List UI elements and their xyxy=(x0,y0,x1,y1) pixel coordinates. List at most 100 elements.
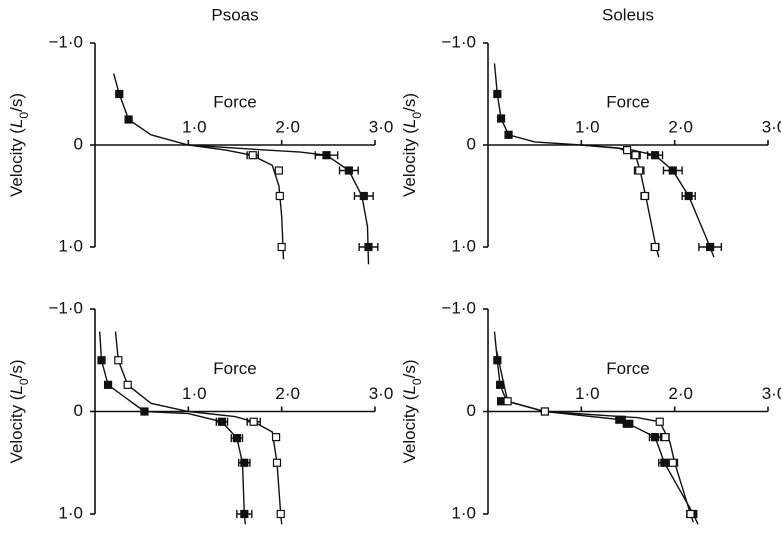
data-point xyxy=(240,509,249,519)
y-axis-label: Velocity (L0/s) xyxy=(400,93,424,197)
data-point xyxy=(622,146,632,155)
data-point xyxy=(650,242,660,252)
data-point xyxy=(635,166,644,175)
fit-curve xyxy=(114,331,283,525)
y-tick-label: 0 xyxy=(74,134,83,153)
y-tick-label: 0 xyxy=(467,401,476,420)
x-tick-label: 3·0 xyxy=(369,117,394,136)
y-tick-label: 1·0 xyxy=(451,236,476,255)
panel: −1·001·01·02·03·0SoleusForceVelocity (L0… xyxy=(400,5,781,258)
y-axis-label-part: Velocity ( xyxy=(7,394,26,463)
y-axis-label-part: /s) xyxy=(7,359,26,378)
data-point xyxy=(124,115,133,124)
x-axis-label: Force xyxy=(606,359,649,378)
y-axis-label-part: /s) xyxy=(7,93,26,112)
data-point xyxy=(623,419,633,428)
data-point xyxy=(274,166,283,175)
y-tick-label: 0 xyxy=(467,134,476,153)
data-point xyxy=(496,114,506,123)
y-axis-label-part: Velocity ( xyxy=(400,394,419,463)
y-axis-label: Velocity (L0/s) xyxy=(7,359,31,463)
fit-curve xyxy=(188,144,285,260)
data-point xyxy=(248,151,257,160)
data-point xyxy=(271,433,281,442)
data-point xyxy=(97,356,106,365)
data-point xyxy=(493,356,502,365)
data-point xyxy=(496,380,505,389)
fit-curve xyxy=(99,331,246,525)
x-tick-label: 1·0 xyxy=(575,117,600,136)
data-point xyxy=(504,130,513,139)
data-point xyxy=(661,433,670,442)
x-tick-label: 2·0 xyxy=(275,117,300,136)
y-tick-label: 1·0 xyxy=(451,503,476,522)
y-axis-label-part: L xyxy=(7,119,26,128)
y-axis-label-part: Velocity ( xyxy=(7,128,26,197)
y-axis-label-part: L xyxy=(400,119,419,128)
y-axis-label: Velocity (L0/s) xyxy=(400,359,424,463)
y-axis-label-part: Velocity ( xyxy=(400,128,419,197)
data-point xyxy=(503,397,512,406)
data-point xyxy=(686,509,695,519)
y-axis-label-part: 0 xyxy=(410,378,424,385)
data-point xyxy=(322,151,331,160)
x-tick-label: 2·0 xyxy=(275,384,300,403)
x-tick-label: 3·0 xyxy=(762,117,781,136)
data-point xyxy=(650,151,660,160)
x-tick-label: 1·0 xyxy=(182,117,207,136)
y-tick-label: 0 xyxy=(74,401,83,420)
data-point xyxy=(493,89,502,99)
data-point xyxy=(115,89,124,99)
data-point xyxy=(359,191,368,201)
y-tick-label: −1·0 xyxy=(49,298,84,317)
data-point xyxy=(640,191,649,201)
panel-title: Psoas xyxy=(211,5,258,24)
data-point xyxy=(240,458,249,467)
y-tick-label: 1·0 xyxy=(58,236,83,255)
y-axis-label-part: 0 xyxy=(410,112,424,119)
data-point xyxy=(272,458,282,467)
data-point xyxy=(364,242,373,252)
data-point xyxy=(706,242,715,252)
fit-curve xyxy=(493,63,715,258)
x-axis-label: Force xyxy=(606,92,649,111)
data-point xyxy=(631,151,640,160)
data-point xyxy=(232,434,241,443)
x-tick-label: 3·0 xyxy=(762,384,781,403)
data-point xyxy=(217,417,227,426)
y-tick-label: −1·0 xyxy=(442,32,477,51)
fit-curve xyxy=(493,331,699,525)
data-point xyxy=(655,417,664,426)
y-axis-label-part: 0 xyxy=(17,112,31,119)
data-point xyxy=(140,407,149,416)
y-tick-label: −1·0 xyxy=(442,298,477,317)
x-axis-label: Force xyxy=(213,359,256,378)
data-point xyxy=(103,380,113,389)
data-point xyxy=(684,191,693,201)
y-axis-label-part: /s) xyxy=(400,93,419,112)
data-point xyxy=(344,166,353,175)
data-point xyxy=(123,380,132,389)
fit-curve xyxy=(581,144,660,258)
x-axis-label: Force xyxy=(213,92,256,111)
x-tick-label: 2·0 xyxy=(668,117,693,136)
panel-title: Soleus xyxy=(602,5,654,24)
fit-curve xyxy=(113,73,370,265)
y-tick-label: 1·0 xyxy=(58,503,83,522)
y-axis-label-part: 0 xyxy=(17,378,31,385)
x-tick-label: 1·0 xyxy=(575,384,600,403)
y-axis-label-part: L xyxy=(7,385,26,394)
data-point xyxy=(540,407,550,416)
data-point xyxy=(277,242,286,252)
x-tick-label: 1·0 xyxy=(182,384,207,403)
data-point xyxy=(275,191,284,201)
data-point xyxy=(114,356,123,365)
data-point xyxy=(660,458,669,467)
x-tick-label: 2·0 xyxy=(668,384,693,403)
y-axis-label-part: L xyxy=(400,385,419,394)
y-axis-label-part: /s) xyxy=(400,359,419,378)
data-point xyxy=(249,417,258,426)
